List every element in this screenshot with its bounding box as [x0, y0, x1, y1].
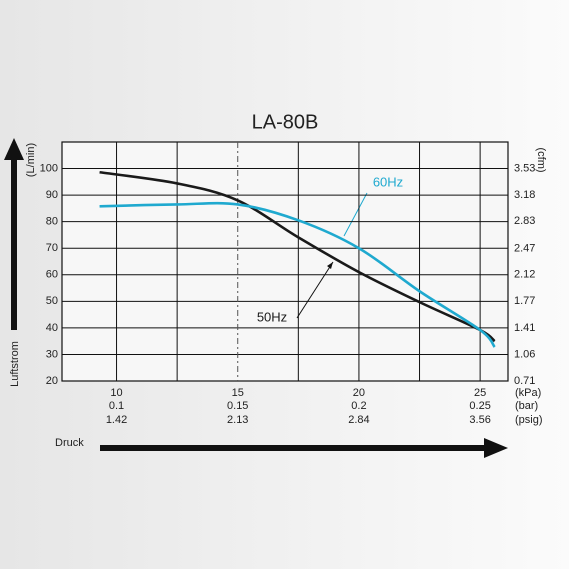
x-unit-label: (bar) — [515, 400, 538, 412]
y-tick-label: 30 — [46, 348, 58, 360]
x-tick-label: 25 — [474, 387, 486, 399]
y-arrow-label: Luftstrom — [9, 341, 21, 387]
y2-tick-label: 3.53 — [514, 162, 535, 174]
x-tick-label: 1.42 — [106, 414, 127, 426]
y-tick-label: 80 — [46, 216, 58, 228]
y2-tick-label: 1.41 — [514, 322, 535, 334]
y-tick-label: 90 — [46, 189, 58, 201]
y-tick-label: 100 — [40, 162, 58, 174]
x-unit-label: (kPa) — [515, 387, 541, 399]
y-tick-label: 40 — [46, 322, 58, 334]
x-tick-label: 15 — [232, 387, 244, 399]
x-tick-label: 3.56 — [469, 414, 490, 426]
x-arrow-head — [484, 438, 508, 458]
y-axis-label: (L/min) — [25, 143, 37, 177]
y2-tick-label: 1.06 — [514, 349, 535, 361]
x-tick-label: 0.15 — [227, 400, 248, 412]
x-tick-label: 0.2 — [351, 400, 366, 412]
x-unit-label: (psig) — [515, 414, 543, 426]
x-tick-label: 0.25 — [469, 400, 490, 412]
series-label: 50Hz — [257, 309, 287, 324]
plot-area — [61, 141, 509, 382]
y2-tick-label: 2.47 — [514, 242, 535, 254]
y2-tick-label: 1.77 — [514, 295, 535, 307]
y2-tick-label: 3.18 — [514, 189, 535, 201]
y2-tick-label: 2.12 — [514, 269, 535, 281]
y2-axis-label: (cfm) — [535, 147, 547, 172]
y2-tick-label: 0.71 — [514, 375, 535, 387]
x-arrow-label: Druck — [55, 437, 84, 449]
leader-line — [343, 192, 368, 237]
y2-tick-label: 2.83 — [514, 215, 535, 227]
y-tick-label: 70 — [46, 242, 58, 254]
line — [99, 201, 496, 348]
y-tick-label: 50 — [46, 295, 58, 307]
series-label: 60Hz — [373, 174, 403, 189]
leader-arrow — [327, 262, 333, 269]
y-tick-label: 60 — [46, 269, 58, 281]
leader-line — [296, 261, 334, 319]
chart-title: LA-80B — [252, 111, 319, 133]
x-tick-label: 10 — [110, 387, 122, 399]
y-tick-label: 20 — [46, 375, 58, 387]
y-arrow-head — [4, 138, 24, 160]
x-tick-label: 20 — [353, 387, 365, 399]
x-tick-label: 2.13 — [227, 414, 248, 426]
x-tick-label: 2.84 — [348, 414, 369, 426]
x-tick-label: 0.1 — [109, 400, 124, 412]
